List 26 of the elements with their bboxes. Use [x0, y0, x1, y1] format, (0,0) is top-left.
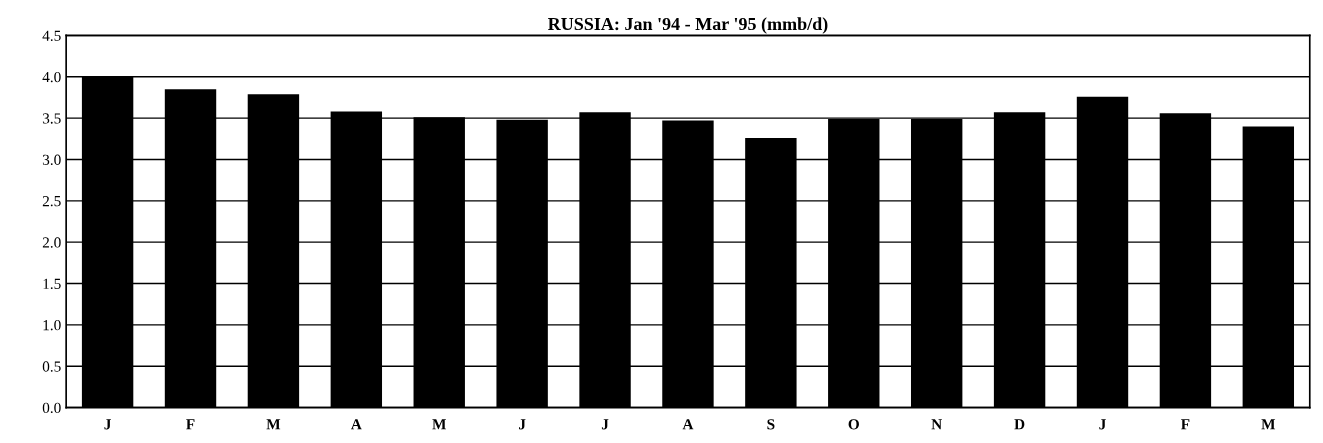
x-tick-label: O	[848, 419, 859, 430]
y-tick-label: 0.0	[42, 402, 61, 414]
y-tick-label: 4.5	[42, 30, 61, 41]
y-tick-label: 2.5	[42, 196, 61, 207]
x-tick-label: M	[1261, 419, 1276, 430]
x-tick-label: F	[186, 419, 195, 430]
x-tick-label: M	[432, 419, 446, 430]
x-tick-label: J	[104, 419, 112, 430]
y-tick-label: 4.0	[42, 71, 61, 83]
x-tick-label: F	[1181, 419, 1190, 430]
x-tick-label: D	[1014, 419, 1025, 430]
x-tick-label: N	[931, 419, 942, 430]
y-tick-label: 1.5	[43, 278, 61, 290]
x-tick-label: A	[350, 419, 362, 430]
y-tick-label: 0.5	[42, 361, 61, 372]
chart-title: RUSSIA: Jan '94 - Mar '95 (mmb/d)	[548, 17, 828, 34]
x-tick-label: S	[767, 419, 775, 430]
x-tick-label: J	[1099, 419, 1106, 430]
y-tick-label: 3.0	[42, 154, 61, 165]
y-tick-label: 3.5	[42, 113, 61, 124]
x-tick-label: J	[519, 419, 526, 430]
y-tick-label: 2.0	[42, 237, 61, 248]
x-tick-label: A	[682, 419, 694, 430]
y-tick-label: 1.0	[43, 320, 61, 331]
x-tick-label: J	[601, 419, 609, 430]
x-tick-label: M	[266, 419, 281, 430]
